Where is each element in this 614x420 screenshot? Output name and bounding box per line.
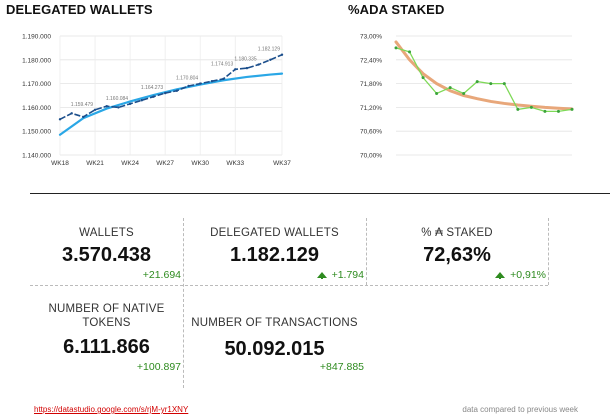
series-line — [59, 53, 283, 121]
kpi-delegated-delta-wrap: +1.794 — [270, 269, 364, 281]
kpi-wallets-value: 3.570.438 — [62, 244, 151, 266]
data-point — [140, 99, 143, 102]
y-tick-label: 72,40% — [360, 57, 382, 64]
data-point — [516, 107, 520, 111]
y-tick-label: 1.190.000 — [22, 34, 51, 41]
data-label: 1.159.479 — [71, 102, 93, 108]
kpi-staked-delta-wrap: +0,91% — [450, 269, 546, 281]
kpi-delegated-label: DELEGATED WALLETS — [210, 227, 339, 239]
data-label: 1.180.335 — [234, 57, 256, 63]
kpi-delegated-delta: +1.794 — [331, 269, 364, 281]
data-point — [58, 118, 62, 121]
data-point — [245, 66, 249, 70]
kpi-staked-delta: +0,91% — [510, 269, 546, 281]
kpi-transactions: NUMBER OF TRANSACTIONS 50.092.015 — [183, 316, 366, 361]
data-label: 1.182.129 — [258, 47, 280, 53]
section-divider — [30, 193, 610, 194]
y-tick-label: 1.140.000 — [22, 153, 51, 160]
data-point — [408, 50, 412, 54]
kpi-staked-label: % ₳ STAKED — [421, 227, 493, 239]
data-point — [93, 108, 97, 111]
kpi-transactions-delta: +847.885 — [319, 361, 364, 373]
data-point — [105, 105, 108, 108]
x-tick-label: WK21 — [86, 160, 104, 167]
y-tick-label: 1.180.000 — [22, 57, 51, 64]
kpi-delegated-value: 1.182.129 — [230, 244, 319, 266]
data-point — [502, 82, 506, 86]
data-point — [82, 115, 85, 119]
data-point — [210, 80, 214, 83]
x-tick-label: WK30 — [191, 160, 209, 167]
kpi-wallets-delta: +21.694 — [142, 269, 181, 281]
footer-note: data compared to previous week — [462, 405, 578, 414]
kpi-tokens-value: 6.111.866 — [63, 336, 150, 358]
data-point — [462, 92, 466, 96]
data-point — [570, 107, 574, 111]
data-point — [394, 46, 398, 50]
data-point — [70, 112, 73, 115]
data-label: 1.174.913 — [211, 61, 233, 67]
data-point — [128, 102, 132, 106]
data-point — [543, 109, 547, 113]
data-point — [187, 84, 190, 88]
y-tick-label: 1.170.000 — [22, 81, 51, 88]
up-arrow-icon — [495, 269, 507, 281]
data-point — [475, 80, 479, 84]
y-tick-label: 73,00% — [360, 34, 382, 41]
data-label: 1.164.273 — [141, 85, 163, 91]
data-point — [175, 89, 179, 92]
kpi-hdivider — [30, 285, 548, 286]
y-tick-label: 71,20% — [360, 105, 382, 112]
y-tick-label: 1.150.000 — [22, 129, 51, 136]
y-tick-label: 1.160.000 — [22, 105, 51, 112]
data-point — [117, 106, 120, 109]
kpi-staked: % ₳ STAKED 72,63% — [366, 226, 548, 267]
kpi-wallets-label: WALLETS — [79, 227, 134, 239]
data-point — [529, 105, 533, 109]
x-tick-label: WK37 — [273, 160, 291, 167]
kpi-wallets: WALLETS 3.570.438 — [30, 226, 183, 267]
data-point — [489, 82, 493, 86]
trend-line — [394, 40, 574, 111]
chart-title-delegated-wallets: DELEGATED WALLETS — [6, 2, 153, 17]
data-point — [163, 91, 167, 95]
chart-title-ada-staked: %ADA STAKED — [348, 2, 445, 17]
data-point — [234, 68, 237, 71]
y-tick-label: 71,80% — [360, 81, 382, 88]
x-tick-label: WK24 — [121, 160, 139, 167]
kpi-transactions-label: NUMBER OF TRANSACTIONS — [191, 317, 358, 329]
trend-line — [58, 72, 284, 136]
data-point — [257, 63, 260, 66]
kpi-vdivider-3 — [548, 218, 549, 285]
series-line — [395, 47, 573, 113]
delegated-wallets-chart: 1.190.000 1.180.000 1.170.000 1.160.000 1.15… — [22, 34, 291, 168]
data-label: 1.170.804 — [176, 76, 198, 82]
datastudio-link[interactable]: https://datastudio.google.com/s/rjM-yr1X… — [34, 405, 189, 414]
kpi-staked-value: 72,63% — [423, 244, 491, 266]
kpi-transactions-value: 50.092.015 — [224, 338, 325, 360]
x-tick-label: WK33 — [226, 160, 244, 167]
kpi-tokens-delta: +100.897 — [136, 361, 181, 373]
data-point — [269, 58, 272, 61]
kpi-vdivider-1 — [183, 218, 184, 388]
up-arrow-icon — [316, 269, 329, 281]
data-point — [448, 86, 452, 90]
data-label: 1.160.084 — [106, 96, 128, 102]
x-tick-label: WK18 — [51, 160, 69, 167]
ada-staked-chart: 73,00% 72,40% 71,80% 71,20% 70,60% 70,00% — [360, 34, 574, 160]
y-tick-label: 70,00% — [360, 153, 382, 160]
x-tick-label: WK27 — [156, 160, 174, 167]
kpi-vdivider-2 — [366, 218, 367, 285]
data-point — [199, 82, 202, 85]
kpi-tokens: NUMBER OF NATIVE TOKENS 6.111.866 — [40, 302, 173, 359]
data-point — [435, 92, 439, 96]
y-tick-label: 70,60% — [360, 129, 382, 136]
data-point — [152, 95, 155, 98]
data-point — [421, 76, 425, 80]
data-point — [280, 53, 284, 56]
data-point — [222, 77, 225, 81]
data-point — [556, 109, 560, 113]
kpi-tokens-label: NUMBER OF NATIVE TOKENS — [48, 303, 165, 329]
kpi-delegated: DELEGATED WALLETS 1.182.129 — [183, 226, 366, 267]
